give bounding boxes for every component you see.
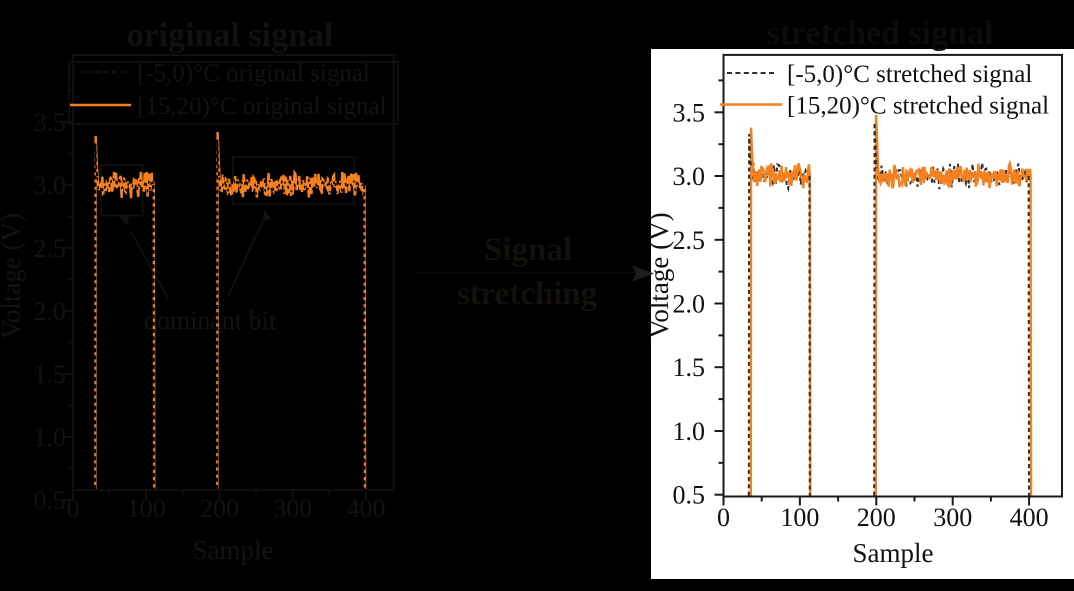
svg-text:1.0: 1.0 bbox=[673, 417, 706, 446]
svg-text:Signal: Signal bbox=[484, 232, 572, 268]
svg-text:2.0: 2.0 bbox=[673, 290, 706, 319]
svg-text:dominant bit: dominant bit bbox=[144, 306, 277, 335]
svg-text:2.5: 2.5 bbox=[34, 234, 67, 263]
svg-text:1.5: 1.5 bbox=[673, 353, 706, 382]
svg-text:stretched signal: stretched signal bbox=[767, 15, 994, 52]
svg-text:300: 300 bbox=[273, 494, 312, 523]
svg-text:[15,20)°C stretched signal: [15,20)°C stretched signal bbox=[787, 93, 1049, 120]
svg-text:2.0: 2.0 bbox=[34, 297, 67, 326]
svg-text:original signal: original signal bbox=[127, 17, 334, 54]
svg-text:3.0: 3.0 bbox=[673, 162, 706, 191]
svg-text:Voltage (V): Voltage (V) bbox=[644, 212, 674, 338]
svg-text:stretching: stretching bbox=[457, 276, 598, 312]
svg-text:Sample: Sample bbox=[853, 538, 934, 568]
svg-text:Voltage (V): Voltage (V) bbox=[0, 213, 26, 339]
svg-text:[-5,0)°C original signal: [-5,0)°C original signal bbox=[137, 60, 370, 87]
svg-text:[15,20)°C original signal: [15,20)°C original signal bbox=[137, 93, 387, 120]
svg-text:100: 100 bbox=[780, 503, 819, 532]
svg-text:200: 200 bbox=[200, 494, 239, 523]
svg-text:3.5: 3.5 bbox=[673, 98, 706, 127]
svg-text:0.5: 0.5 bbox=[34, 486, 67, 515]
svg-text:[-5,0)°C stretched signal: [-5,0)°C stretched signal bbox=[787, 61, 1032, 88]
svg-text:1.5: 1.5 bbox=[34, 360, 67, 389]
svg-text:0: 0 bbox=[67, 494, 80, 523]
svg-text:3.0: 3.0 bbox=[34, 171, 67, 200]
svg-text:300: 300 bbox=[933, 503, 972, 532]
svg-text:400: 400 bbox=[1010, 503, 1049, 532]
svg-text:200: 200 bbox=[857, 503, 896, 532]
svg-text:0.5: 0.5 bbox=[673, 481, 706, 510]
svg-text:0: 0 bbox=[717, 503, 730, 532]
svg-text:400: 400 bbox=[347, 494, 386, 523]
svg-text:2.5: 2.5 bbox=[673, 226, 706, 255]
svg-text:3.5: 3.5 bbox=[34, 108, 67, 137]
svg-text:1.0: 1.0 bbox=[34, 423, 67, 452]
svg-text:100: 100 bbox=[127, 494, 166, 523]
svg-text:Sample: Sample bbox=[193, 535, 274, 565]
